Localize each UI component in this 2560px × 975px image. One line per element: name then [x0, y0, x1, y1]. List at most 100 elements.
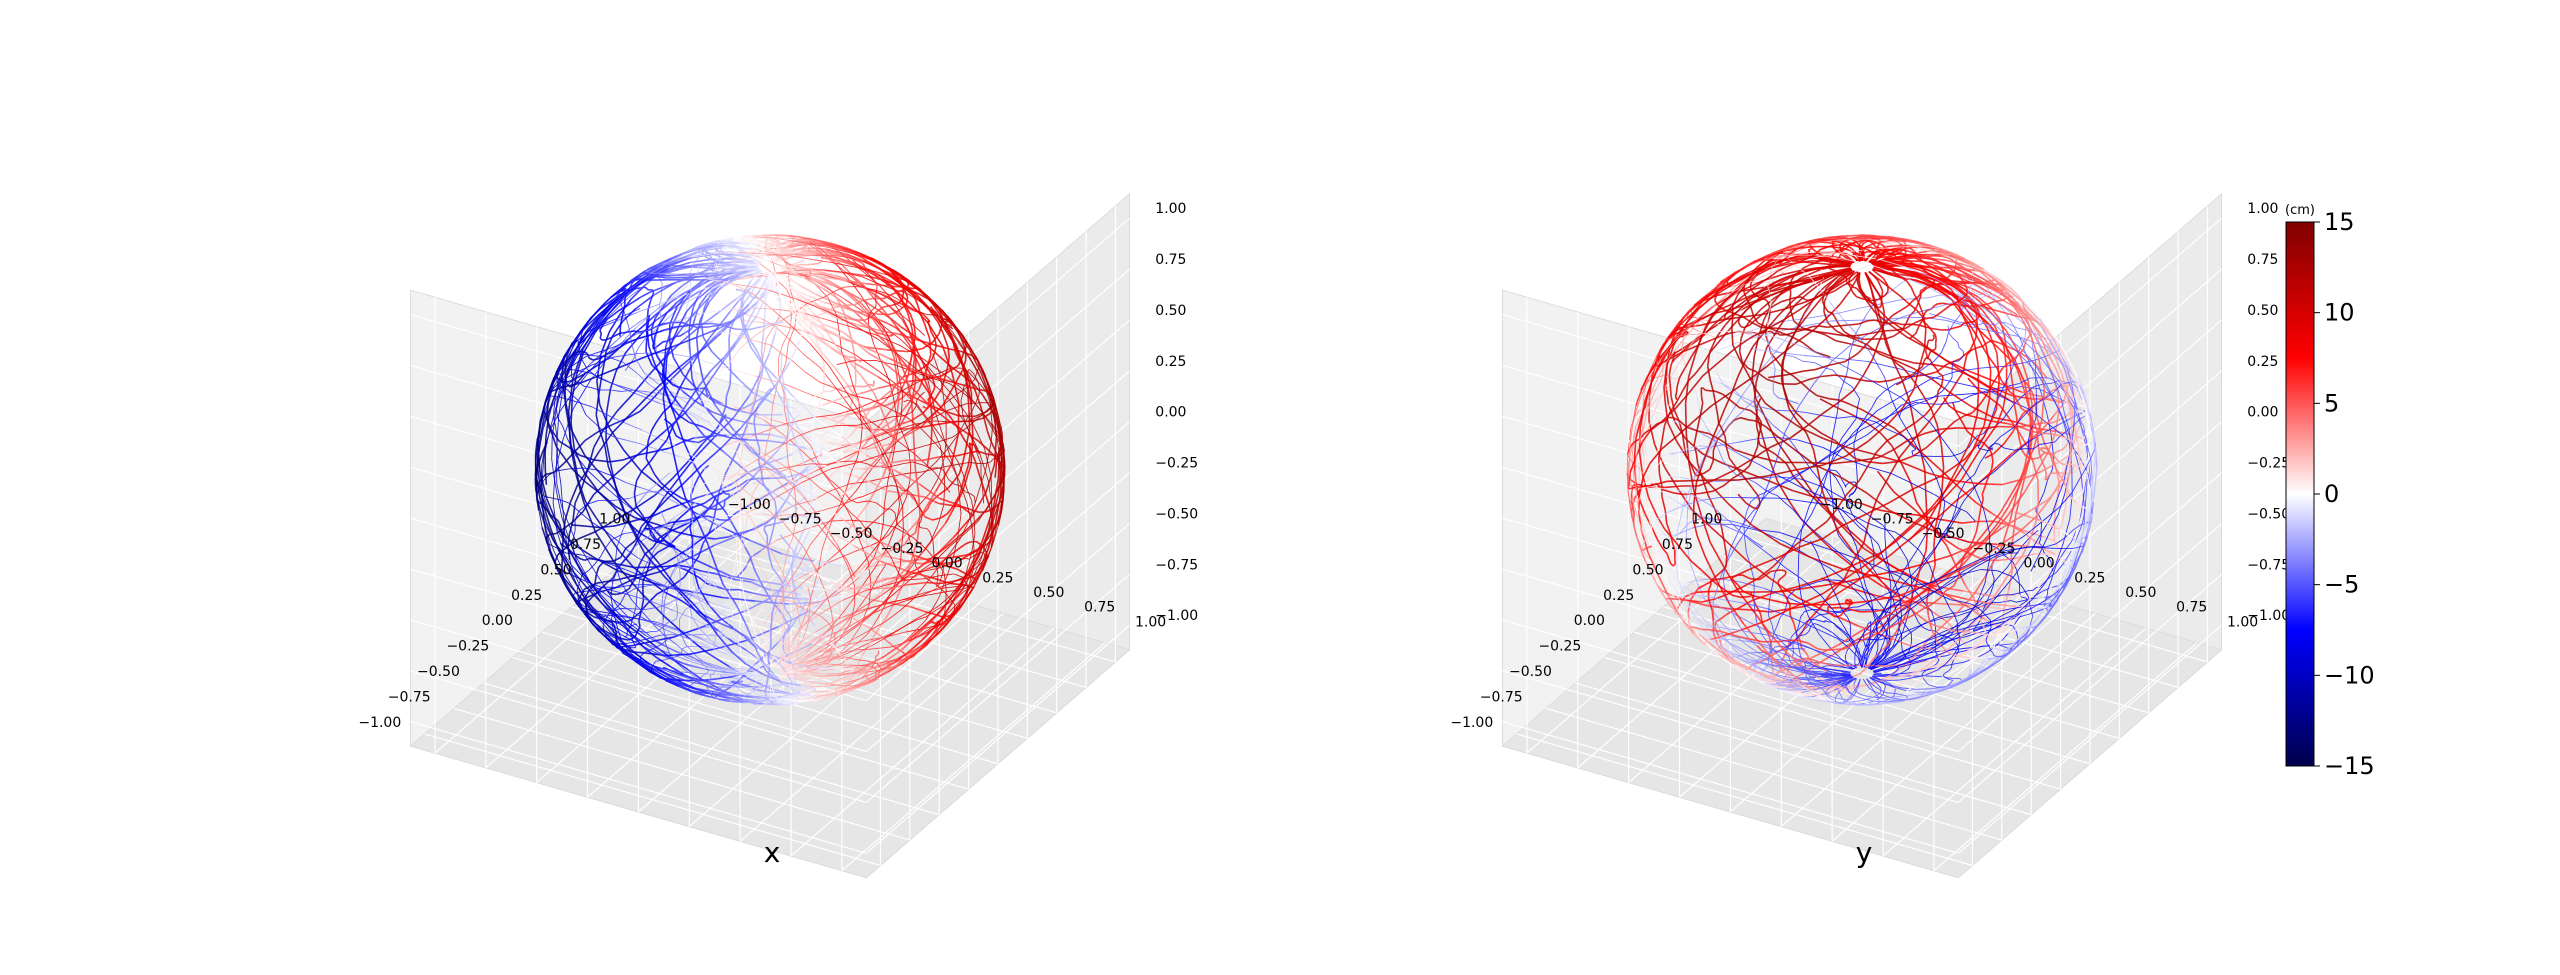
trajectory-segment — [922, 313, 929, 320]
trajectory-segment — [821, 616, 828, 622]
trajectory-segment — [916, 405, 932, 426]
trajectory-segment — [916, 616, 926, 621]
trajectory-segment — [703, 522, 723, 536]
trajectory-segment — [930, 416, 933, 441]
trajectory-segment — [930, 425, 941, 447]
trajectory-segment — [788, 668, 791, 670]
trajectory-segment — [740, 674, 760, 681]
trajectory-segment — [705, 651, 730, 667]
trajectory-segment — [842, 264, 849, 272]
trajectory-segment — [735, 288, 739, 291]
trajectory-segment — [832, 538, 855, 558]
trajectory-segment — [660, 634, 676, 636]
trajectory-segment — [990, 458, 994, 463]
trajectory-segment — [617, 584, 633, 589]
trajectory-segment — [803, 698, 810, 702]
trajectory-segment — [594, 531, 616, 563]
trajectory-segment — [644, 286, 648, 290]
trajectory-segment — [889, 423, 915, 433]
trajectory-segment — [784, 321, 795, 324]
trajectory-segment — [592, 358, 598, 361]
trajectory-segment — [914, 469, 920, 493]
trajectory-segment — [654, 669, 675, 682]
trajectory-segment — [926, 314, 934, 316]
trajectory-segment — [914, 525, 918, 533]
trajectory-segment — [738, 588, 752, 594]
trajectory-segment — [803, 244, 808, 248]
trajectory-segment — [599, 337, 603, 341]
trajectory-segment — [783, 248, 794, 252]
trajectory-segment — [721, 591, 733, 597]
trajectory-segment — [689, 556, 700, 569]
trajectory-segment — [656, 341, 664, 347]
trajectory-segment — [689, 326, 694, 331]
trajectory-segment — [822, 381, 825, 390]
trajectory-segment — [729, 677, 741, 679]
trajectory-segment — [836, 286, 853, 296]
trajectory-segment — [651, 509, 667, 518]
trajectory-segment — [633, 330, 640, 333]
trajectory-segment — [731, 349, 740, 361]
trajectory-segment — [607, 316, 611, 320]
trajectory-segment — [775, 323, 804, 332]
trajectory-segment — [749, 687, 752, 691]
trajectory-segment — [775, 235, 779, 239]
trajectory-segment — [763, 338, 767, 355]
trajectory-segment — [769, 240, 772, 242]
trajectory-segment — [773, 321, 785, 325]
trajectory-segment — [539, 470, 548, 499]
trajectory-segment — [755, 703, 762, 706]
trajectory-segment — [663, 587, 669, 602]
trajectory-segment — [811, 425, 815, 438]
trajectory-segment — [868, 541, 880, 547]
trajectory-segment — [619, 619, 632, 624]
trajectory-segment — [737, 377, 754, 394]
trajectory-segment — [850, 618, 868, 631]
trajectory-segment — [584, 525, 601, 529]
trajectory-segment — [701, 645, 710, 649]
trajectory-segment — [947, 480, 955, 489]
trajectory-segment — [699, 294, 708, 306]
trajectory-segment — [944, 614, 947, 617]
trajectory-segment — [842, 303, 855, 307]
trajectory-segment — [914, 420, 935, 425]
trajectory-segment — [651, 337, 655, 343]
trajectory-segment — [752, 676, 760, 679]
trajectory-segment — [757, 374, 763, 387]
trajectory-segment — [929, 477, 939, 494]
gridline-floor-y — [841, 642, 1106, 872]
trajectory-segment — [946, 403, 967, 412]
trajectory-segment — [813, 685, 829, 688]
trajectory-segment — [794, 669, 797, 672]
trajectory-segment — [716, 508, 722, 511]
trajectory-segment — [816, 280, 827, 287]
trajectory-segment — [864, 678, 869, 682]
trajectory-segment — [724, 604, 727, 610]
trajectory-segment — [715, 693, 727, 696]
trajectory-segment — [684, 632, 707, 640]
trajectory-segment — [965, 541, 971, 545]
trajectory-segment — [938, 487, 949, 496]
trajectory-segment — [909, 605, 926, 613]
trajectory-segment — [729, 372, 732, 385]
trajectory-segment — [732, 440, 742, 460]
trajectory-segment — [630, 612, 640, 621]
trajectory-segment — [795, 259, 805, 265]
trajectory-segment — [670, 666, 684, 675]
trajectory-segment — [824, 323, 836, 330]
trajectory-segment — [887, 349, 908, 353]
trajectory-segment — [724, 367, 756, 377]
trajectory-segment — [746, 265, 758, 268]
trajectory-segment — [551, 437, 553, 460]
trajectory-segment — [674, 290, 687, 298]
trajectory-segment — [801, 246, 805, 249]
trajectory-segment — [973, 374, 979, 382]
trajectory-segment — [686, 568, 698, 573]
trajectory-segment — [638, 352, 666, 354]
trajectory-segment — [774, 703, 779, 706]
trajectory-segment — [820, 389, 825, 396]
trajectory-segment — [598, 627, 617, 645]
trajectory-segment — [751, 592, 767, 597]
trajectory-segment — [823, 548, 827, 562]
